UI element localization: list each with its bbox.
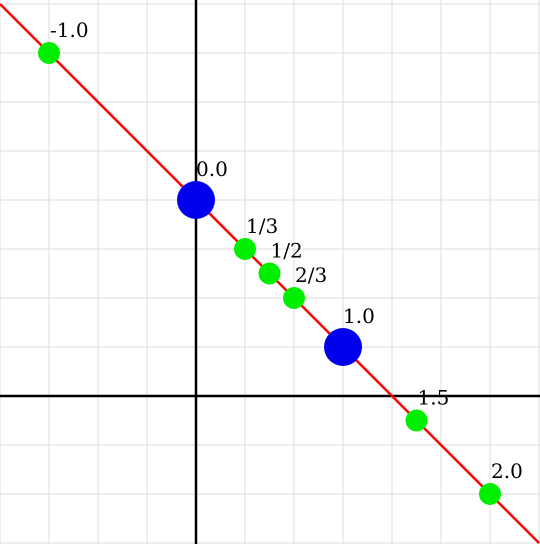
point-label-4: 2/3 [295, 263, 327, 287]
minor-point-0 [38, 42, 60, 64]
point-label-5: 1.0 [343, 304, 375, 328]
major-point-5 [324, 328, 362, 366]
minor-point-3 [258, 262, 281, 285]
major-point-1 [177, 181, 215, 219]
minor-point-6 [405, 409, 428, 432]
point-label-0: -1.0 [50, 18, 89, 42]
minor-point-4 [283, 287, 305, 309]
parameter-points [38, 42, 501, 505]
point-label-2: 1/3 [246, 214, 278, 238]
minor-point-7 [479, 483, 501, 505]
parameter-labels: -1.0 0.0 1/31/22/3 1.0 1.5 2.0 [50, 18, 523, 483]
point-label-1: 0.0 [196, 157, 228, 181]
point-label-6: 1.5 [418, 386, 450, 410]
minor-point-2 [234, 238, 256, 260]
point-label-7: 2.0 [491, 459, 523, 483]
point-label-3: 1/2 [271, 239, 303, 263]
